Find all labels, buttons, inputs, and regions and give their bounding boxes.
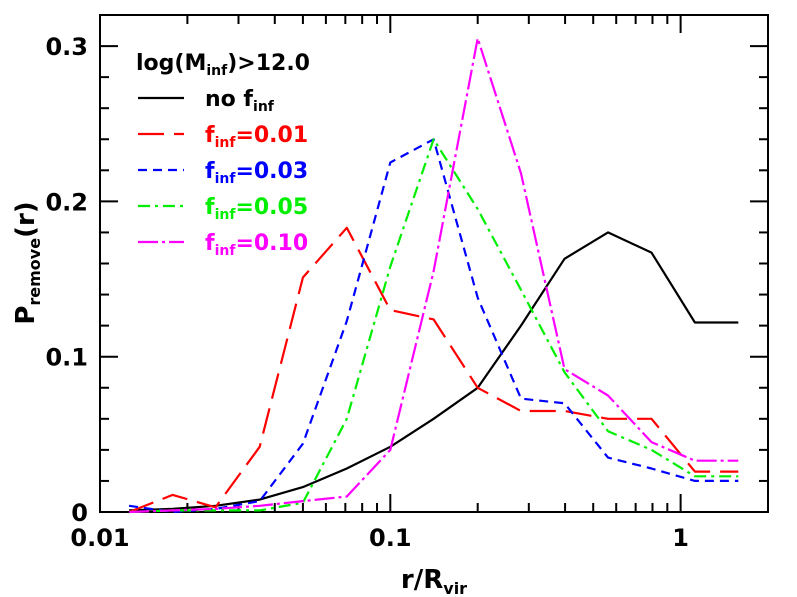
x-tick-label: 0.01 [70, 524, 129, 552]
legend-label-1: finf=0.01 [205, 123, 308, 151]
legend-label-2: finf=0.03 [205, 159, 308, 187]
y-tick-label: 0.1 [45, 344, 88, 372]
series-line-0 [129, 231, 739, 512]
x-axis-title-subscript: vir [443, 579, 467, 597]
legend-title-subscript: inf [206, 63, 228, 79]
x-tick-label: 1 [672, 524, 689, 552]
y-axis-title: Premove(r) [11, 201, 44, 324]
y-tick-labels: 0 0.1 0.2 0.3 [45, 33, 88, 527]
series-line-3 [129, 138, 739, 514]
legend-items: no finf finf=0.01 finf=0.03 finf=0.05 finf=0… [138, 87, 308, 259]
data-series [128, 37, 739, 514]
legend-label-4: finf=0.10 [205, 231, 308, 259]
legend-label-3: finf=0.05 [205, 195, 308, 223]
series-line-1 [128, 226, 739, 514]
x-tick-labels: 0.01 0.1 1 [70, 524, 689, 552]
series-line-4 [129, 37, 739, 514]
legend-label-0: no finf [205, 87, 275, 115]
legend-title-tail: )>12.0 [227, 51, 310, 76]
y-axis-title-tail: (r) [11, 201, 41, 238]
y-tick-label: 0 [71, 499, 88, 527]
y-tick-label: 0.2 [45, 188, 88, 216]
axis-ticks [99, 14, 769, 513]
x-axis-title: r/Rvir [401, 565, 467, 597]
series-line-2 [128, 138, 739, 514]
x-tick-label: 0.1 [369, 524, 412, 552]
legend: log(Minf)>12.0 no finf finf=0.01 finf=0.03… [136, 51, 310, 259]
legend-title: log(Minf)>12.0 [136, 51, 310, 79]
y-axis-title-subscript: remove [25, 238, 44, 306]
y-tick-label: 0.3 [45, 33, 88, 61]
